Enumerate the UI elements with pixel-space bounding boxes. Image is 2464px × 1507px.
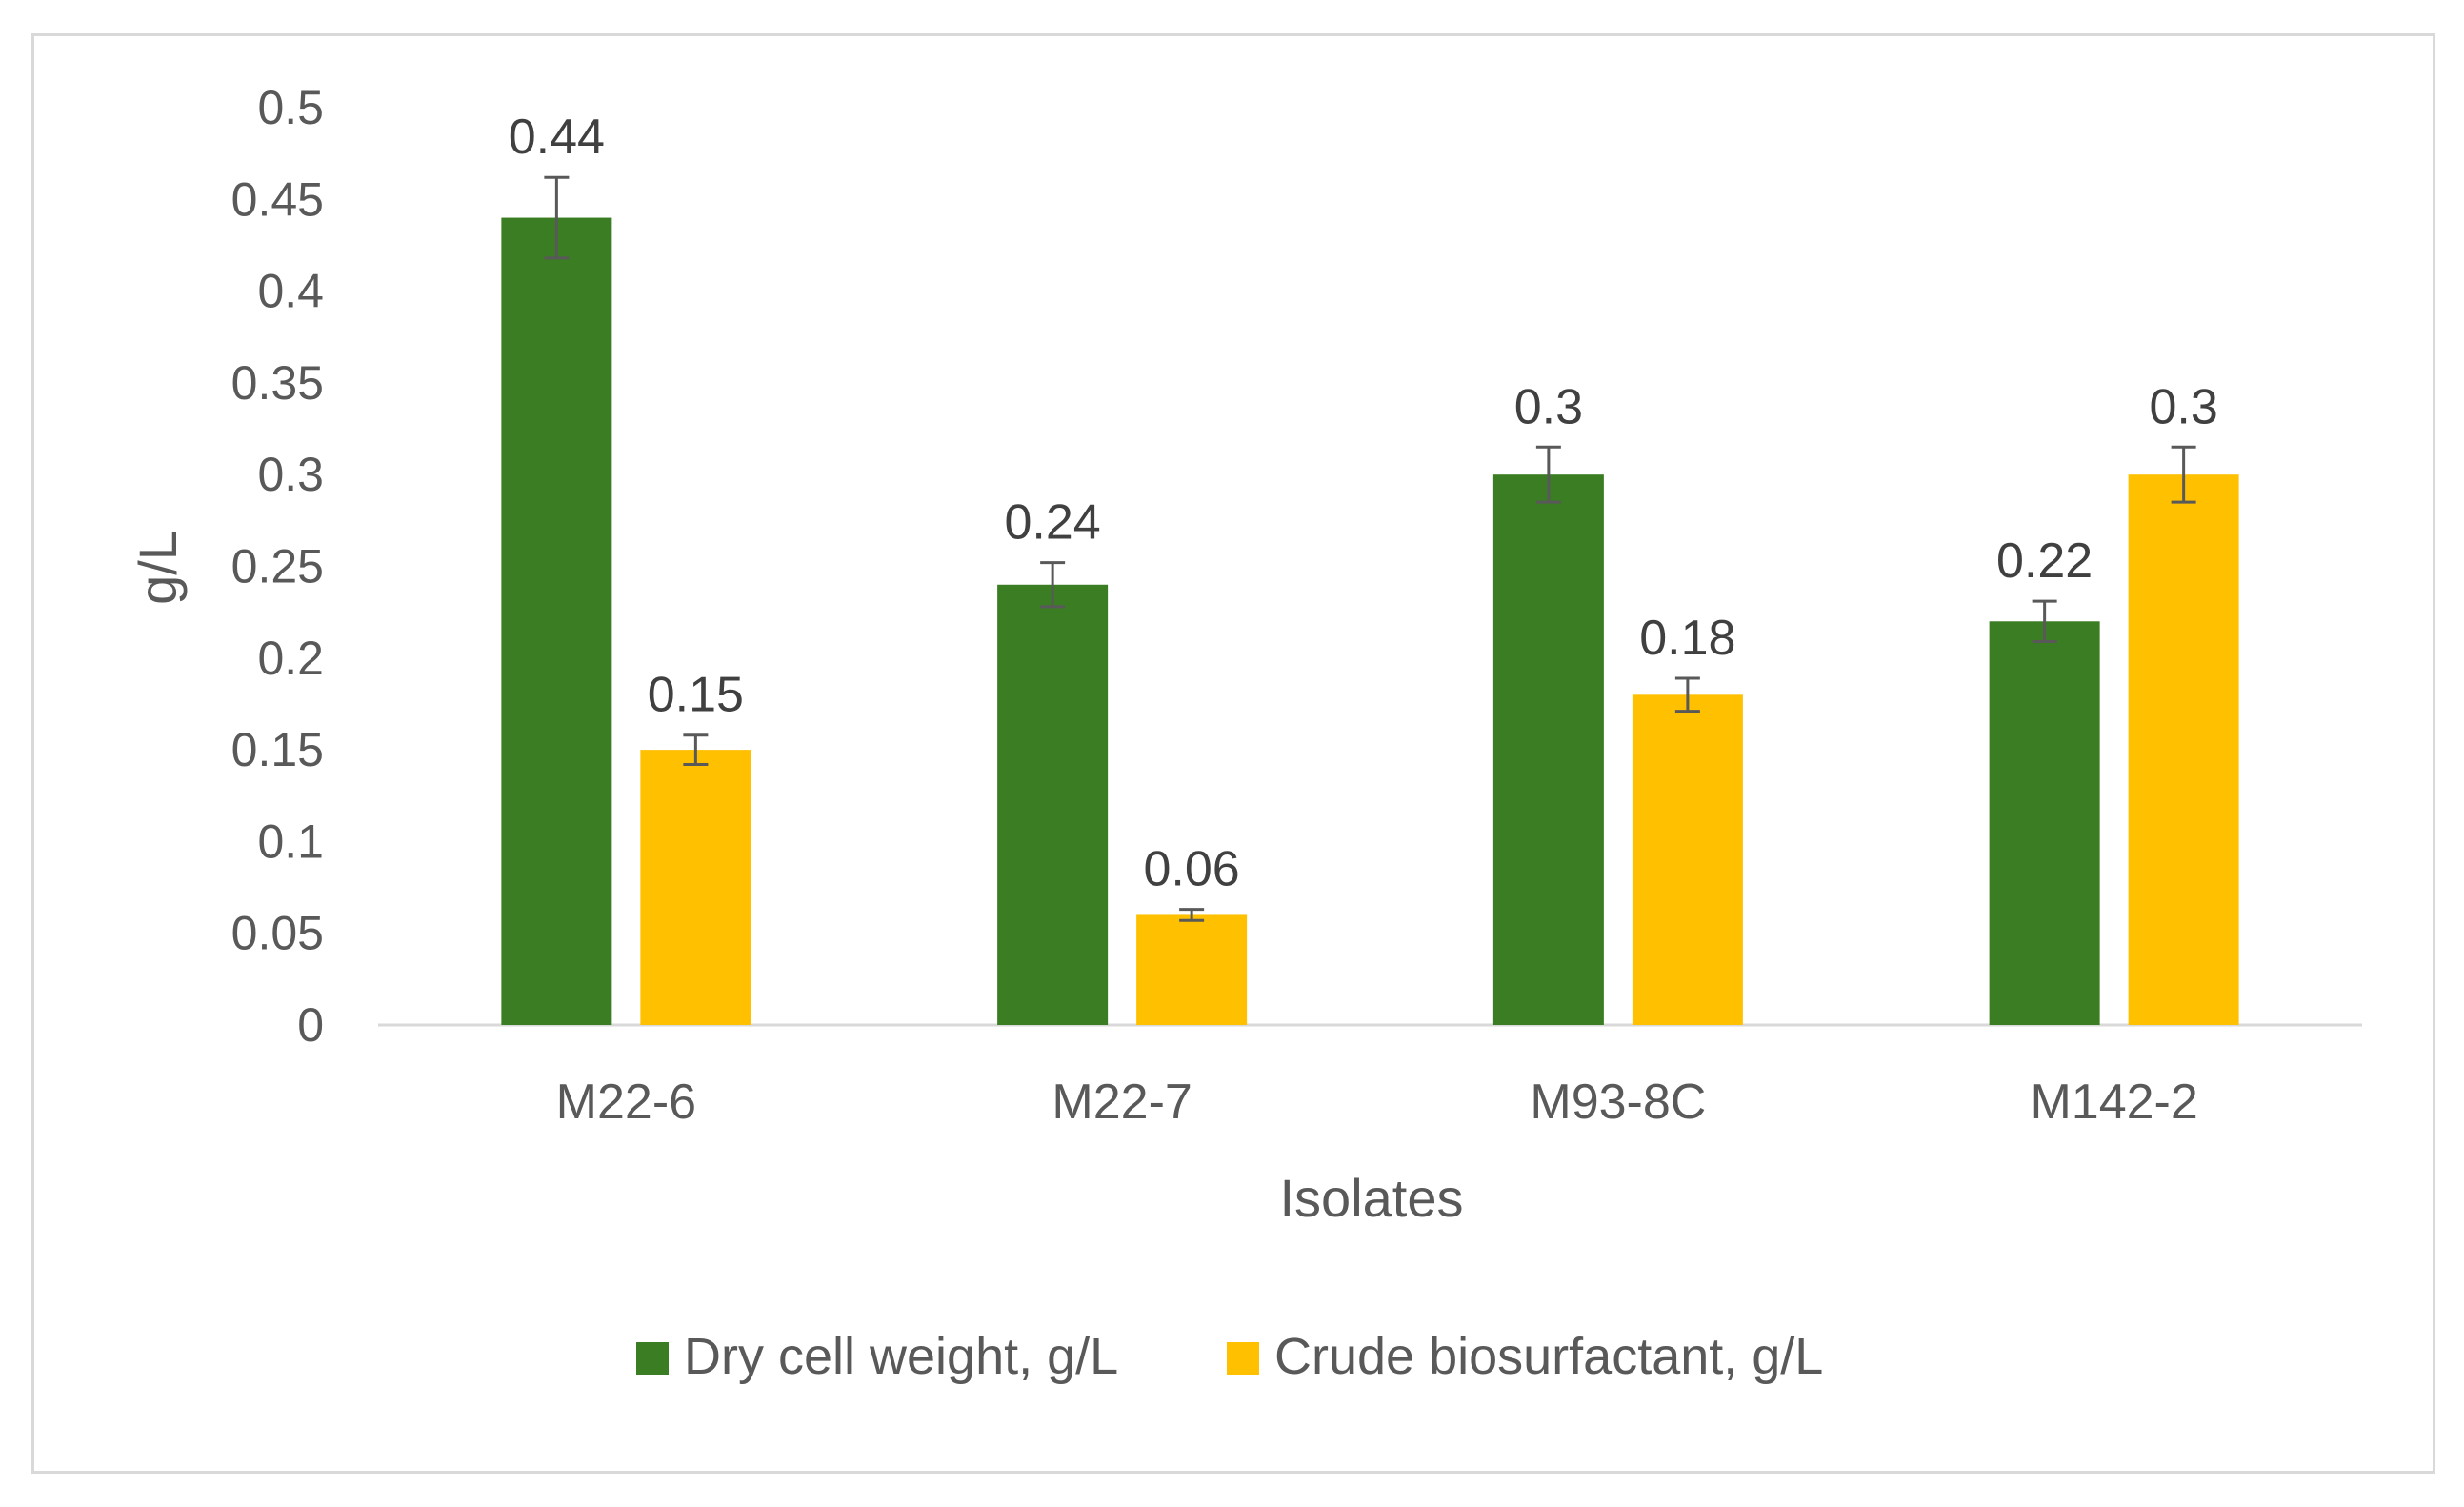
bar <box>1632 694 1743 1025</box>
data-label: 0.3 <box>1514 379 1583 434</box>
error-bar <box>1040 561 1066 609</box>
error-bar <box>1179 908 1205 922</box>
bar <box>501 217 612 1025</box>
bar <box>1492 474 1604 1025</box>
x-axis-title: Isolates <box>1280 1168 1464 1228</box>
error-bar <box>1674 676 1700 713</box>
y-axis-title: g/L <box>128 531 188 605</box>
legend-label: Crude biosurfactant, g/L <box>1274 1328 1823 1385</box>
category-label: M22-6 <box>556 1075 696 1130</box>
y-tick-label: 0.45 <box>231 172 324 226</box>
error-bar <box>544 175 570 260</box>
data-label: 0.15 <box>648 668 744 723</box>
y-tick-label: 0.25 <box>231 540 324 593</box>
y-tick-label: 0.1 <box>257 814 324 868</box>
error-bar <box>683 733 709 767</box>
error-bars <box>544 175 2196 922</box>
data-label: 0.3 <box>2149 379 2217 434</box>
y-axis-ticks: 0 0.05 0.1 0.15 0.2 0.25 0.3 0.35 0.4 0.45 0.5 <box>231 81 324 1052</box>
bar <box>640 750 751 1025</box>
y-tick-label: 0.5 <box>257 81 324 134</box>
bar <box>1136 914 1248 1025</box>
bar <box>1989 621 2100 1025</box>
legend-label: Dry cell weight, g/L <box>684 1328 1118 1385</box>
y-tick-label: 0.3 <box>257 448 324 501</box>
y-tick-label: 0.15 <box>231 723 324 776</box>
error-bar <box>1535 445 1561 504</box>
category-labels: M22-6 M22-7 M93-8C M142-2 <box>556 1075 2198 1130</box>
y-tick-label: 0.05 <box>231 907 324 960</box>
data-labels: 0.44 0.15 0.24 0.06 0.3 0.18 0.22 0.3 <box>509 110 2218 896</box>
category-label: M22-7 <box>1052 1075 1192 1130</box>
bar <box>2128 474 2239 1025</box>
category-label: M93-8C <box>1530 1075 1706 1130</box>
error-bar <box>2032 599 2057 643</box>
data-label: 0.44 <box>509 110 605 165</box>
category-label: M142-2 <box>2030 1075 2197 1130</box>
legend-swatch <box>636 1342 669 1375</box>
y-tick-label: 0.2 <box>257 632 324 685</box>
y-tick-label: 0 <box>297 998 324 1052</box>
data-label: 0.22 <box>1996 533 2093 589</box>
error-bar <box>2171 445 2196 504</box>
data-label: 0.24 <box>1005 495 1101 551</box>
y-tick-label: 0.4 <box>257 265 324 318</box>
bars <box>501 217 2239 1025</box>
data-label: 0.06 <box>1144 842 1240 897</box>
bar <box>997 584 1109 1025</box>
legend: Dry cell weight, g/L Crude biosurfactant,… <box>636 1328 1823 1385</box>
data-label: 0.18 <box>1639 611 1735 666</box>
y-tick-label: 0.35 <box>231 356 324 410</box>
legend-swatch <box>1227 1342 1259 1375</box>
